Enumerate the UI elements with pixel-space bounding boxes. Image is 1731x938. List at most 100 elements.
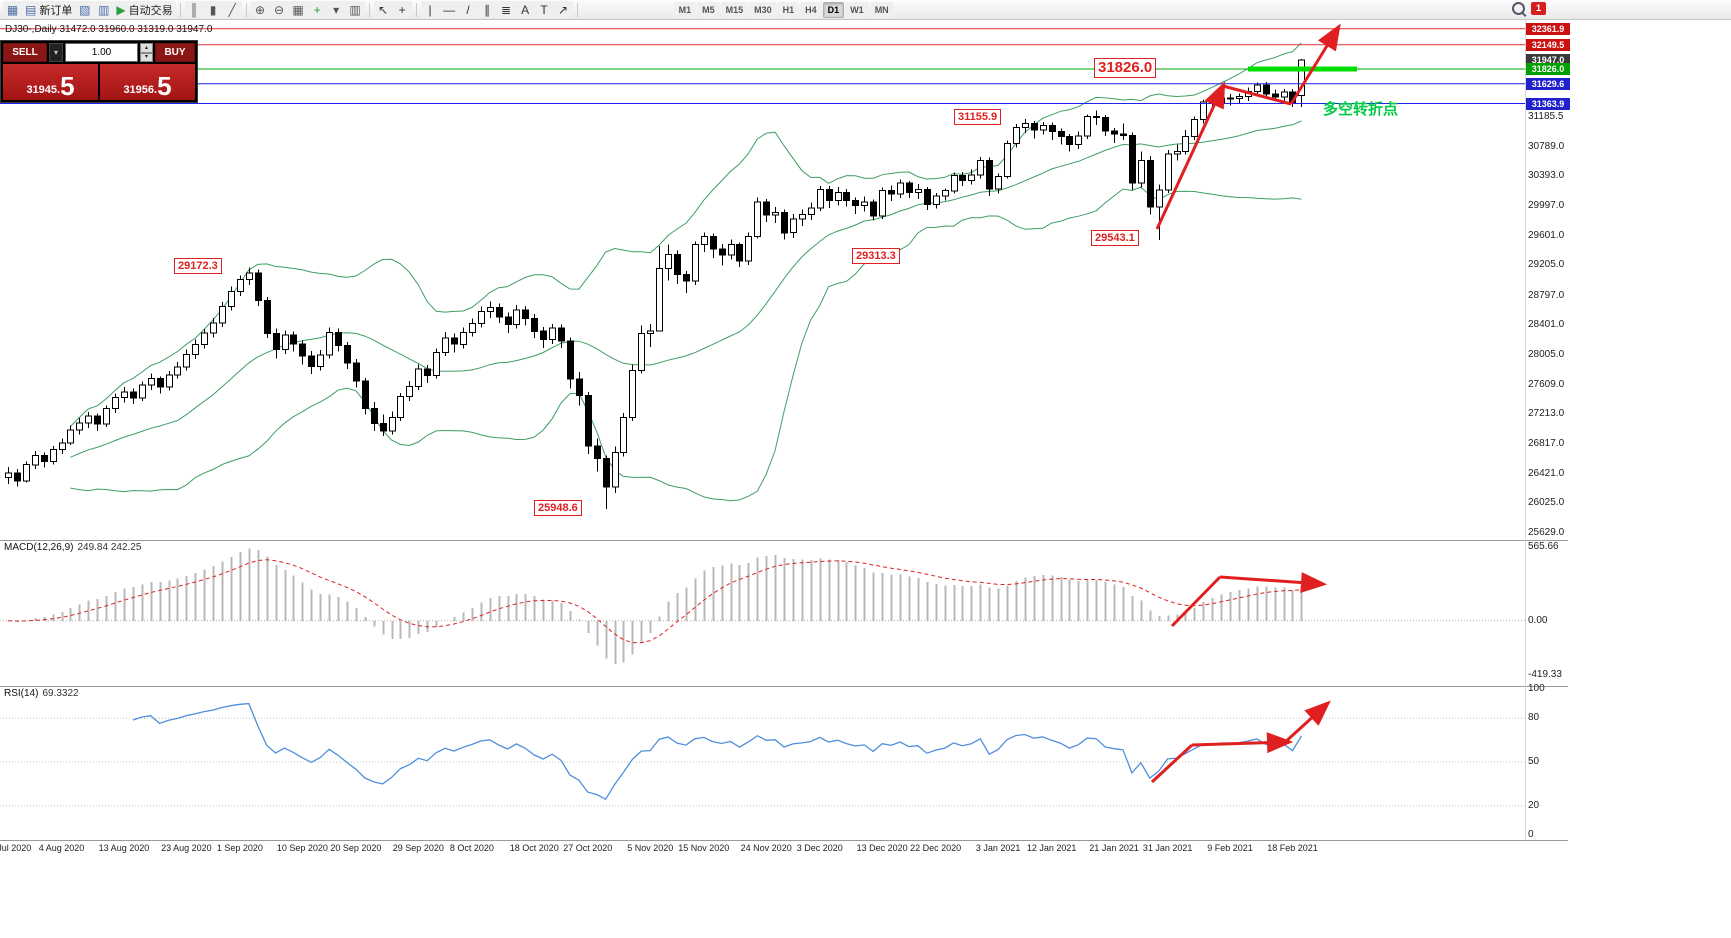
candle	[219, 302, 226, 327]
timeframe-m15-button[interactable]: M15	[720, 1, 749, 18]
candlestick-series	[5, 58, 1305, 509]
candle	[103, 405, 110, 428]
annotation-price-label[interactable]: 25948.6	[534, 500, 582, 516]
fibonacci-icon: ≣	[501, 2, 512, 17]
candlestick-mode-icon: ▮	[209, 2, 217, 17]
horizontal-line-button[interactable]: —	[439, 1, 459, 18]
crosshair-button[interactable]: +	[392, 1, 412, 18]
zoom-in-button[interactable]: ⊕	[250, 1, 270, 18]
auto-trading-button[interactable]: ▶ 自动交易	[113, 1, 176, 18]
price-tag: 31363.9	[1526, 97, 1570, 110]
indicators-button[interactable]: +	[307, 1, 327, 18]
charts-grid-button[interactable]: ▥	[94, 1, 114, 18]
candle	[745, 232, 752, 265]
periods-icon: ▾	[333, 2, 340, 17]
trendline-icon: /	[466, 2, 470, 17]
candle	[1075, 131, 1082, 149]
cursor-button[interactable]: ↖	[373, 1, 393, 18]
candle	[1191, 116, 1198, 140]
volume-decrease-button[interactable]: ▾	[140, 52, 153, 62]
candle	[380, 414, 387, 437]
new-chart-button[interactable]: ▦	[3, 1, 22, 18]
search-icon[interactable]	[1512, 2, 1525, 15]
level-lines	[0, 28, 1525, 104]
price-scale-label: 26817.0	[1528, 437, 1565, 449]
volume-dropdown-button[interactable]: ▾	[49, 43, 63, 62]
annotation-price-label[interactable]: 29172.3	[174, 258, 222, 274]
date-axis-label: 13 Aug 2020	[98, 843, 150, 853]
price-scale-label: 31185.5	[1528, 110, 1564, 122]
chart-ohlc-header: DJ30-,Daily 31472.0 31960.0 31319.0 3194…	[5, 24, 213, 35]
timeframe-m1-button[interactable]: M1	[673, 1, 697, 18]
channel-button[interactable]: ∥	[477, 1, 497, 18]
bid-price-button[interactable]: 31945. 5	[3, 64, 98, 100]
candle	[790, 213, 797, 238]
notifications-badge[interactable]: 1	[1531, 2, 1546, 15]
candle	[719, 243, 726, 266]
candle	[683, 270, 690, 294]
timeframe-mn-button[interactable]: MN	[869, 1, 894, 18]
candle	[424, 365, 431, 383]
candle	[924, 186, 931, 211]
bar-chart-mode-button[interactable]: ║	[184, 1, 204, 18]
volume-increase-button[interactable]: ▴	[140, 43, 153, 53]
timeframe-m30-button[interactable]: M30	[749, 1, 777, 18]
candle	[433, 348, 440, 379]
annotation-price-label[interactable]: 31155.9	[954, 109, 1002, 125]
macd-signal-line	[7, 559, 1302, 644]
trade-panel-price-row: 31945. 5 31956. 5	[3, 64, 195, 100]
macd-scale-label: 0.00	[1528, 614, 1548, 626]
periods-button[interactable]: ▾	[326, 1, 346, 18]
annotation-text-label[interactable]: 多空转折点	[1323, 101, 1399, 118]
arrows-tool-button[interactable]: ↗	[553, 1, 573, 18]
new-order-button[interactable]: ▤ 新订单	[22, 1, 76, 18]
profiles-button[interactable]: ▧	[75, 1, 95, 18]
buy-button[interactable]: BUY	[155, 43, 195, 62]
candle	[612, 446, 619, 494]
price-big-digit: 5	[157, 71, 172, 101]
line-chart-mode-button[interactable]: ╱	[222, 1, 242, 18]
text-button[interactable]: A	[515, 1, 535, 18]
tile-windows-button[interactable]: ▦	[288, 1, 308, 18]
candle	[282, 330, 289, 354]
candle	[389, 411, 396, 435]
timeframe-h4-button[interactable]: H4	[800, 1, 822, 18]
candle	[397, 392, 404, 422]
candle	[237, 275, 244, 297]
timeframe-h1-button[interactable]: H1	[777, 1, 800, 18]
fibonacci-button[interactable]: ≣	[496, 1, 516, 18]
candle	[977, 157, 984, 179]
ask-price-button[interactable]: 31956. 5	[100, 64, 195, 100]
annotation-price-label[interactable]: 31826.0	[1094, 58, 1157, 78]
annotation-price-label[interactable]: 29313.3	[852, 248, 900, 264]
timeframe-w1-button[interactable]: W1	[845, 1, 869, 18]
sell-button[interactable]: SELL	[3, 43, 47, 62]
price-main-digits: 31945.	[26, 84, 61, 96]
timeframe-m5-button[interactable]: M5	[697, 1, 720, 18]
templates-button[interactable]: ▥	[345, 1, 365, 18]
annotation-price-label[interactable]: 29543.1	[1091, 230, 1139, 246]
vertical-line-button[interactable]: |	[420, 1, 440, 18]
channel-icon: ∥	[484, 2, 491, 17]
candle	[148, 373, 155, 390]
date-axis-label: 3 Jan 2021	[975, 843, 1021, 853]
trendline-button[interactable]: /	[458, 1, 478, 18]
timeframe-d1-button[interactable]: D1	[822, 1, 845, 18]
price-scale-label: 29997.0	[1528, 199, 1565, 211]
zoom-out-button[interactable]: ⊖	[269, 1, 289, 18]
candle	[1049, 122, 1056, 140]
candle	[344, 341, 351, 369]
toolbar-separator	[245, 2, 247, 17]
candle	[915, 183, 922, 199]
candlestick-mode-button[interactable]: ▮	[203, 1, 223, 18]
candle	[1254, 82, 1261, 96]
candle	[1281, 88, 1288, 103]
candle	[85, 412, 92, 428]
date-axis-label: 10 Sep 2020	[276, 843, 328, 853]
zoom-out-icon: ⊖	[274, 2, 285, 17]
volume-input[interactable]	[65, 43, 138, 62]
candle	[1138, 151, 1145, 188]
text-label-button[interactable]: T	[534, 1, 554, 18]
